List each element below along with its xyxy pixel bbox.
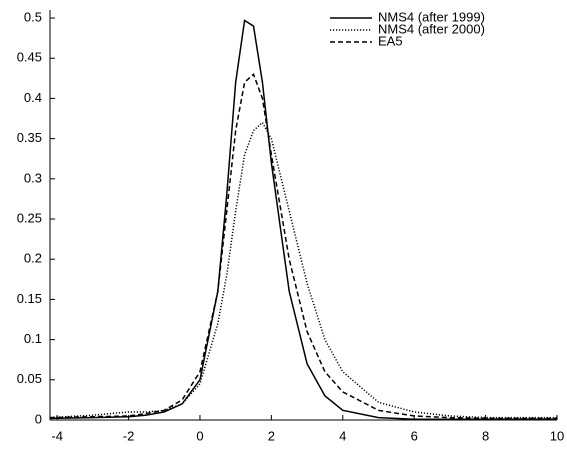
y-tick-label: 0.5 (24, 9, 42, 24)
y-tick-label: 0.45 (17, 50, 42, 65)
y-tick-label: 0.25 (17, 210, 42, 225)
y-tick-label: 0.4 (24, 90, 42, 105)
legend-label: NMS4 (after 2000) (378, 21, 485, 36)
legend-label: NMS4 (after 1999) (378, 9, 485, 24)
x-tick-label: 10 (550, 428, 564, 443)
x-tick-label: 8 (482, 428, 489, 443)
y-tick-label: 0.15 (17, 291, 42, 306)
x-tick-label: 0 (196, 428, 203, 443)
series-line (49, 121, 557, 419)
legend-label: EA5 (378, 33, 403, 48)
y-tick-label: 0.35 (17, 130, 42, 145)
y-tick-label: 0.05 (17, 371, 42, 386)
y-tick-label: 0.3 (24, 170, 42, 185)
y-tick-label: 0.1 (24, 331, 42, 346)
series-line (49, 19, 557, 420)
x-tick-label: 6 (411, 428, 418, 443)
y-tick-label: 0 (35, 411, 42, 426)
x-tick-label: -4 (51, 428, 63, 443)
series-line (49, 73, 557, 420)
x-tick-label: -2 (123, 428, 135, 443)
y-tick-label: 0.2 (24, 251, 42, 266)
x-tick-label: 4 (339, 428, 346, 443)
x-tick-label: 2 (268, 428, 275, 443)
